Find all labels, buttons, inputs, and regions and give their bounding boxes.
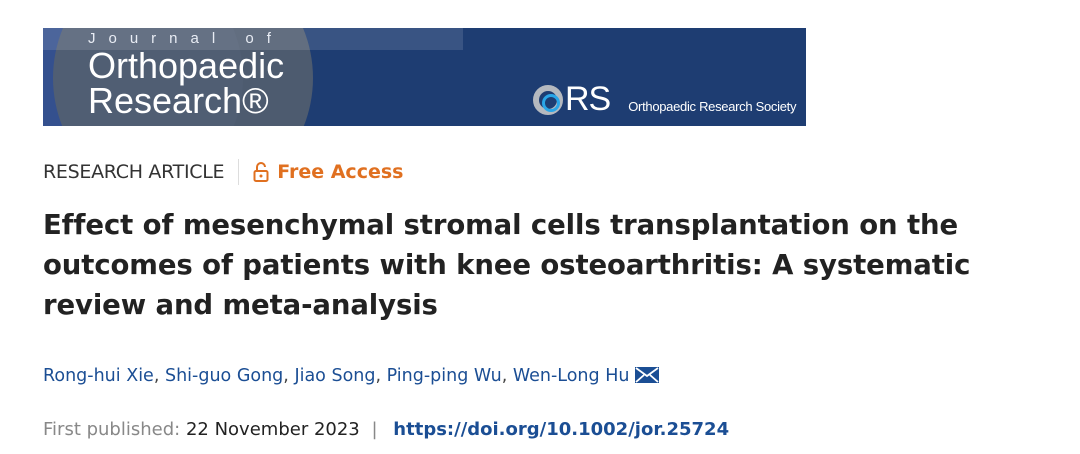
- open-lock-icon: [253, 162, 269, 182]
- envelope-icon[interactable]: [635, 367, 660, 383]
- author-link[interactable]: Rong-hui Xie: [43, 366, 154, 386]
- article-meta: RESEARCH ARTICLE Free Access: [43, 159, 403, 185]
- journal-prefix: Journal of: [88, 30, 284, 47]
- access-label: Free Access: [277, 161, 404, 183]
- society-logo: RS Orthopaedic Research Society: [533, 80, 796, 119]
- publication-info: First published: 22 November 2023 | http…: [43, 419, 729, 440]
- access-badge: Free Access: [253, 161, 403, 183]
- author-list: Rong-hui Xie, Shi-guo Gong, Jiao Song, P…: [43, 366, 660, 386]
- author-link[interactable]: Wen-Long Hu: [512, 366, 630, 386]
- divider: [238, 159, 240, 185]
- society-abbr: RS: [565, 80, 611, 118]
- article-title: Effect of mesenchymal stromal cells tran…: [43, 209, 971, 321]
- separator: |: [371, 419, 378, 440]
- author-link[interactable]: Jiao Song: [294, 366, 376, 386]
- banner-decoration: [43, 28, 463, 50]
- author-link[interactable]: Shi-guo Gong: [164, 366, 284, 386]
- journal-name: Orthopaedic Research®: [88, 45, 285, 121]
- doi-link[interactable]: https://doi.org/10.1002/jor.25724: [393, 419, 730, 440]
- article-type: RESEARCH ARTICLE: [43, 161, 225, 183]
- journal-name-line1: Orthopaedic: [88, 45, 285, 86]
- banner-decoration: [53, 28, 313, 126]
- journal-banner[interactable]: Journal of Orthopaedic Research® RS Orth…: [43, 28, 806, 126]
- society-name: Orthopaedic Research Society: [628, 99, 797, 114]
- ors-logo-icon: [533, 84, 563, 115]
- journal-name-line2: Research®: [88, 80, 269, 121]
- author-link[interactable]: Ping-ping Wu: [386, 366, 502, 386]
- published-date: 22 November 2023: [185, 419, 360, 440]
- published-label: First published:: [43, 419, 181, 440]
